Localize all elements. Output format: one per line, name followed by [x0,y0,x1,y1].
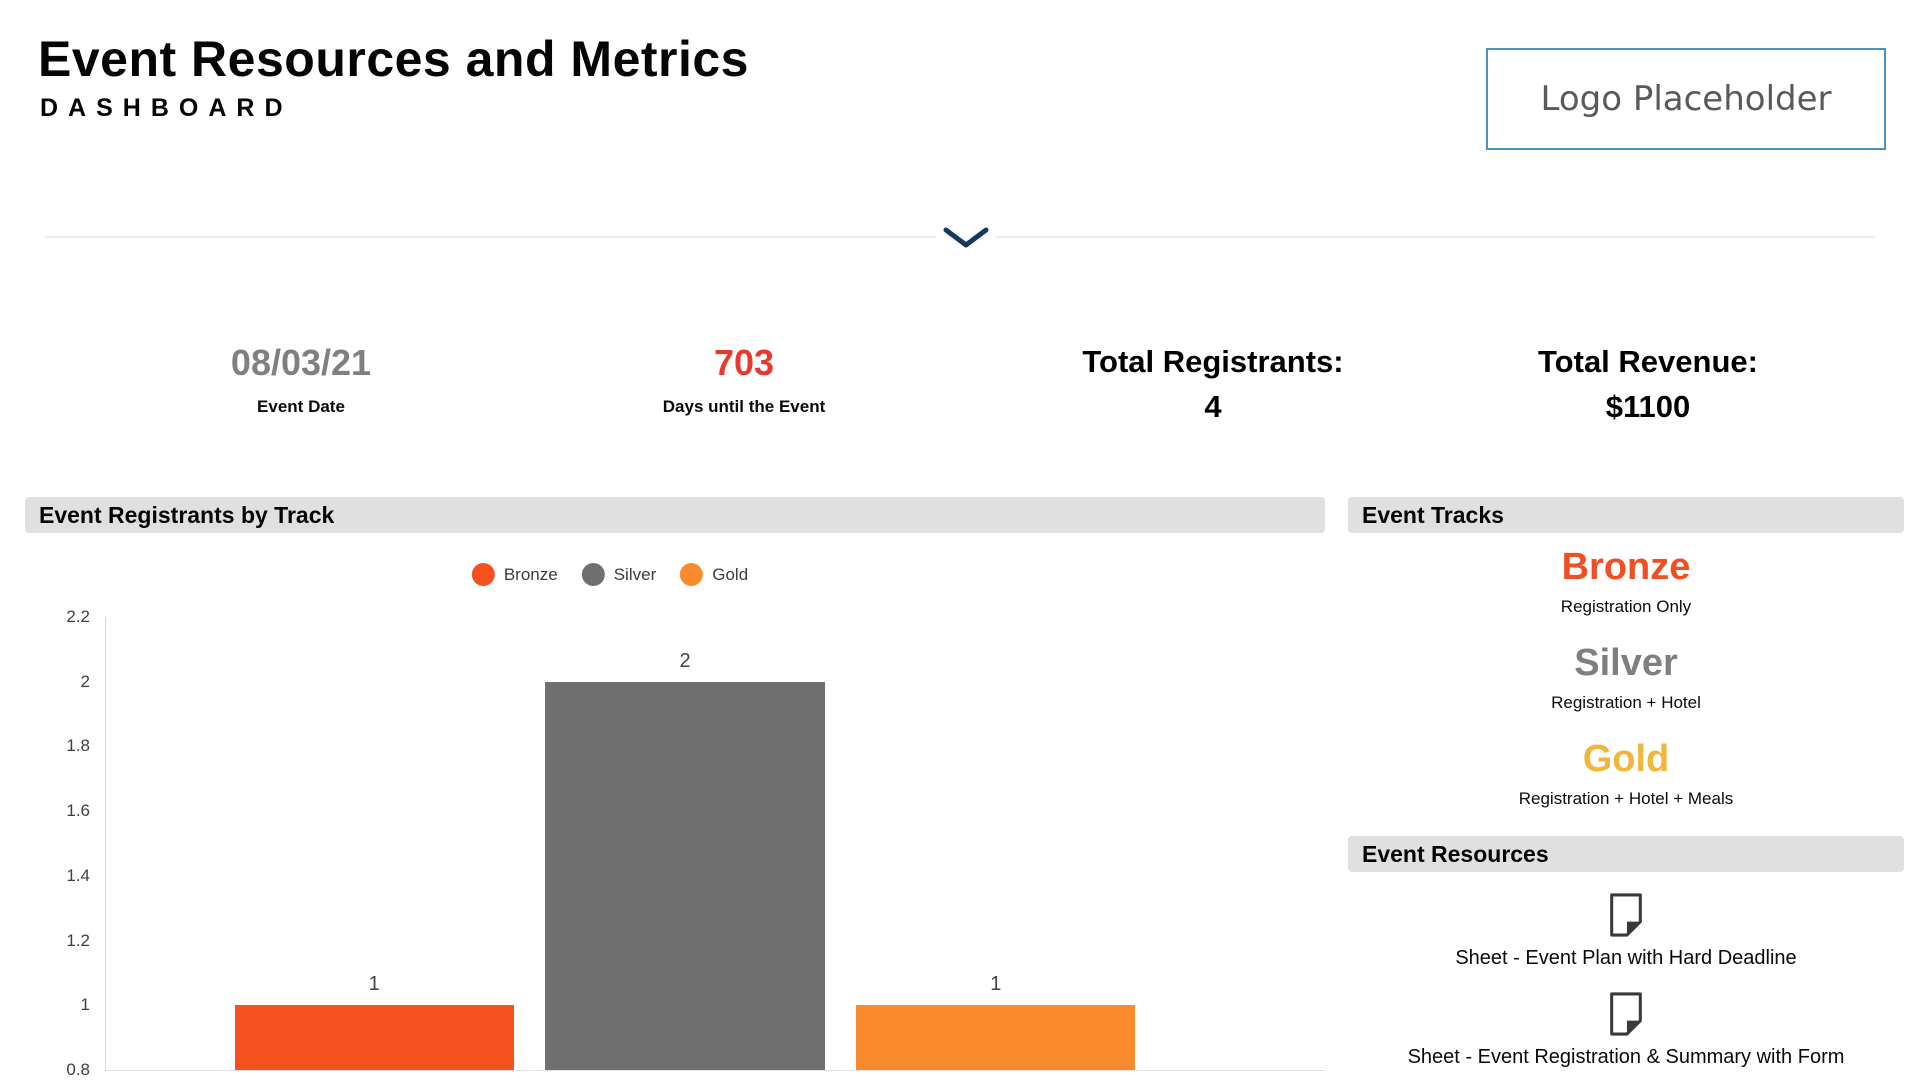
track-silver-name: Silver [1574,642,1678,684]
legend-swatch-silver [581,563,605,586]
bar-value-label: 1 [990,973,1002,996]
y-tick-label: 1.8 [66,736,90,756]
total-registrants-caption: Total Registrants: [1082,344,1344,379]
track-gold: Gold Registration + Hotel + Meals [1348,740,1904,809]
legend-item-bronze[interactable]: Bronze [471,563,558,586]
track-bronze-desc: Registration Only [1560,597,1692,616]
event-date-label: Event Date [257,396,345,416]
chart-panel-header: Event Registrants by Track [25,497,1325,533]
total-revenue-caption: Total Revenue: [1538,344,1758,379]
sheet-icon [1610,992,1642,1036]
legend-label: Bronze [503,564,558,584]
bar-gold[interactable] [856,1005,1136,1070]
collapse-toggle[interactable] [936,220,996,256]
y-tick-label: 2.2 [66,607,90,626]
resource-label: Sheet - Event Registration & Summary wit… [1407,1046,1845,1068]
tracks-list: Bronze Registration Only Silver Registra… [1348,548,1904,836]
y-tick-label: 1 [80,995,90,1015]
chart-plot: 1 2 1 [105,617,1325,1071]
logo-placeholder: Logo Placeholder [1486,48,1886,150]
tracks-panel-header: Event Tracks [1348,497,1904,533]
stat-total-revenue: Total Revenue: $1100 [1538,340,1758,430]
total-registrants-value: 4 [1204,388,1222,424]
resource-link-event-plan[interactable]: Sheet - Event Plan with Hard Deadline [1348,892,1904,970]
page-subtitle: DASHBOARD [40,94,293,122]
resource-link-event-registration[interactable]: Sheet - Event Registration & Summary wit… [1348,991,1904,1069]
legend-item-gold[interactable]: Gold [680,563,748,586]
legend-label: Silver [613,564,657,584]
legend-label: Gold [712,564,749,584]
stat-total-registrants: Total Registrants: 4 [1082,340,1343,430]
resources-panel-header: Event Resources [1348,836,1904,872]
y-tick-label: 2 [80,671,90,691]
y-tick-label: 1.6 [66,801,90,821]
track-silver: Silver Registration + Hotel [1348,644,1904,713]
bar-bronze[interactable] [234,1005,514,1070]
event-date-value: 08/03/21 [230,342,372,383]
page-title: Event Resources and Metrics [38,31,749,87]
logo-placeholder-text: Logo Placeholder [1540,79,1832,119]
sheet-icon [1610,893,1642,937]
chevron-down-icon [943,227,989,248]
legend-item-silver[interactable]: Silver [581,563,657,586]
y-tick-label: 0.8 [66,1060,90,1079]
track-gold-name: Gold [1582,738,1670,780]
bar-value-label: 1 [368,973,380,996]
resources-list: Sheet - Event Plan with Hard Deadline Sh… [1348,892,1904,1080]
track-bronze-name: Bronze [1561,546,1691,588]
track-gold-desc: Registration + Hotel + Meals [1518,789,1734,808]
y-tick-label: 1.2 [66,930,90,950]
y-tick-label: 1.4 [66,865,90,885]
legend-swatch-gold [680,563,704,586]
bar-silver[interactable] [545,681,825,1070]
stat-event-date: 08/03/21 Event Date [231,344,371,417]
chart-legend: Bronze Silver Gold [471,563,748,586]
track-bronze: Bronze Registration Only [1348,548,1904,617]
bar-value-label: 2 [679,649,691,672]
total-revenue-value: $1100 [1605,388,1691,424]
track-silver-desc: Registration + Hotel [1551,693,1701,712]
legend-swatch-bronze [471,563,495,586]
stat-days-until-event: 703 Days until the Event [663,344,825,417]
y-axis-ticks: 2.2 2 1.8 1.6 1.4 1.2 1 0.8 [28,607,90,1079]
days-until-value: 703 [713,342,775,383]
resource-label: Sheet - Event Plan with Hard Deadline [1455,947,1797,969]
days-until-label: Days until the Event [662,396,826,416]
